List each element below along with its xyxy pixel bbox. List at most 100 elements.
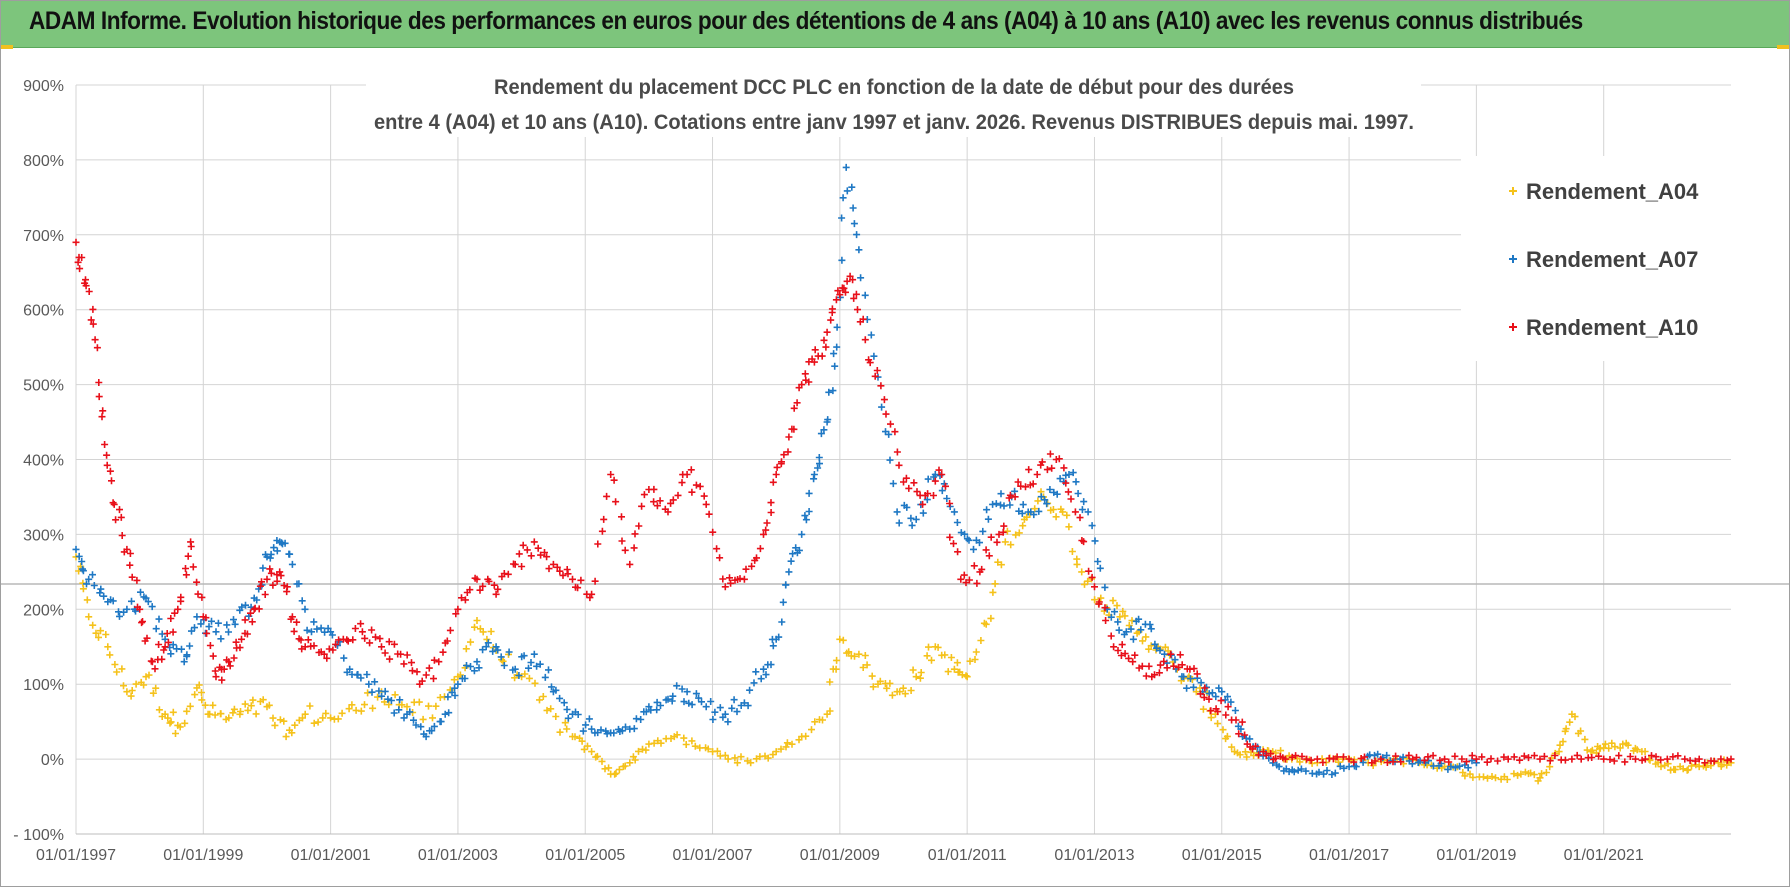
point-rendement-a10: [167, 615, 175, 622]
x-axis-tick-labels: 01/01/1997 01/01/1999 01/01/2001 01/01/2003…: [36, 847, 1644, 864]
point-rendement-a07: [301, 605, 309, 613]
point-rendement-a10: [537, 551, 545, 559]
point-rendement-a10: [1577, 755, 1585, 763]
point-rendement-a07: [1294, 766, 1302, 774]
point-rendement-a04: [79, 585, 87, 593]
point-rendement-a04: [642, 746, 650, 754]
point-rendement-a10: [297, 636, 305, 644]
point-rendement-a07: [1218, 688, 1226, 696]
point-rendement-a10: [454, 605, 462, 613]
point-rendement-a04: [152, 684, 160, 692]
point-rendement-a07: [740, 699, 748, 707]
point-rendement-a07: [494, 646, 502, 654]
point-rendement-a10: [618, 513, 625, 521]
point-rendement-a10: [174, 605, 182, 613]
point-rendement-a07: [938, 487, 946, 495]
point-rendement-a07: [208, 617, 215, 625]
point-rendement-a10: [1516, 756, 1524, 764]
x-tick-label: 01/01/2009: [800, 847, 880, 864]
point-rendement-a07: [744, 702, 752, 710]
point-rendement-a04: [552, 713, 560, 720]
point-rendement-a07: [1069, 469, 1077, 477]
point-rendement-a10: [564, 570, 572, 578]
point-rendement-a07: [802, 516, 810, 524]
point-rendement-a10: [1377, 755, 1385, 763]
point-rendement-a07: [870, 352, 878, 360]
point-rendement-a07: [885, 430, 893, 438]
point-rendement-a07: [1359, 758, 1367, 766]
point-rendement-a07: [1035, 507, 1043, 515]
point-rendement-a04: [1113, 602, 1121, 610]
point-rendement-a10: [1504, 755, 1512, 763]
point-rendement-a04: [345, 705, 353, 713]
point-rendement-a04: [934, 643, 942, 651]
point-rendement-a07: [223, 621, 231, 629]
point-rendement-a04: [1015, 529, 1023, 537]
point-rendement-a10: [1588, 754, 1596, 761]
point-rendement-a04: [247, 702, 255, 710]
point-rendement-a04: [547, 705, 555, 713]
point-rendement-a04: [269, 714, 277, 722]
point-rendement-a10: [1205, 695, 1213, 703]
point-rendement-a04: [1121, 612, 1129, 620]
point-rendement-a04: [450, 676, 458, 684]
point-rendement-a07: [205, 623, 213, 631]
point-rendement-a10: [386, 655, 394, 663]
point-rendement-a10: [950, 540, 957, 548]
point-rendement-a10: [1170, 662, 1178, 670]
point-rendement-a04: [1671, 766, 1679, 774]
point-rendement-a10: [1252, 742, 1260, 750]
point-rendement-a10: [1006, 491, 1014, 499]
point-rendement-a10: [543, 553, 551, 561]
point-rendement-a04: [149, 689, 157, 697]
point-rendement-a10: [650, 485, 658, 493]
point-rendement-a04: [169, 708, 177, 716]
point-rendement-a07: [709, 716, 717, 723]
point-rendement-a10: [397, 650, 405, 658]
point-rendement-a10: [957, 575, 965, 583]
point-rendement-a10: [1038, 458, 1046, 466]
point-rendement-a10: [527, 552, 535, 560]
point-rendement-a10: [1281, 755, 1289, 763]
point-rendement-a04: [334, 715, 342, 723]
point-rendement-a04: [764, 754, 772, 762]
point-rendement-a07: [89, 571, 96, 579]
point-rendement-a07: [1187, 675, 1194, 683]
point-rendement-a10: [1071, 508, 1079, 516]
point-rendement-a10: [1080, 538, 1088, 546]
point-rendement-a10: [960, 571, 968, 579]
point-rendement-a04: [1503, 776, 1511, 783]
point-rendement-a10: [332, 640, 340, 648]
point-rendement-a04: [120, 682, 127, 690]
point-rendement-a04: [1530, 771, 1538, 779]
point-rendement-a07: [1065, 471, 1073, 478]
point-rendement-a07: [1078, 506, 1086, 514]
point-rendement-a10: [133, 576, 141, 584]
point-rendement-a07: [1275, 763, 1283, 771]
point-rendement-a04: [483, 635, 491, 643]
point-rendement-a07: [1212, 693, 1220, 701]
point-rendement-a10: [91, 336, 99, 344]
point-rendement-a10: [158, 655, 166, 663]
point-rendement-a07: [867, 331, 875, 339]
point-rendement-a10: [418, 677, 426, 685]
point-rendement-a07: [1107, 613, 1115, 621]
point-rendement-a07: [231, 620, 239, 628]
point-rendement-a10: [230, 654, 238, 662]
point-rendement-a10: [1487, 755, 1495, 763]
point-rendement-a10: [126, 561, 134, 569]
point-rendement-a07: [820, 426, 828, 434]
legend-label: Rendement_A07: [1526, 247, 1698, 272]
point-rendement-a04: [772, 748, 780, 756]
point-rendement-a07: [782, 581, 790, 589]
point-rendement-a10: [818, 352, 826, 360]
legend-marker-rendement-a10: [1509, 323, 1517, 331]
point-rendement-a07: [259, 564, 267, 572]
point-rendement-a07: [511, 665, 519, 673]
point-rendement-a04: [917, 669, 925, 676]
point-rendement-a04: [1492, 774, 1499, 782]
point-rendement-a10: [182, 571, 190, 579]
point-rendement-a10: [212, 673, 220, 681]
point-rendement-a04: [1003, 527, 1011, 535]
